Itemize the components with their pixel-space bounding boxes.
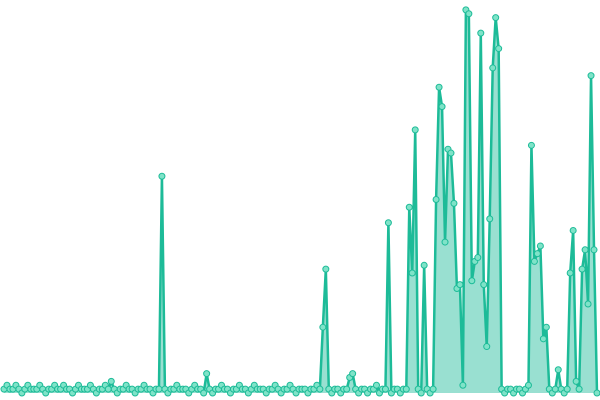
point bbox=[542, 323, 550, 331]
point bbox=[536, 242, 544, 250]
point bbox=[420, 261, 428, 269]
point bbox=[593, 389, 600, 397]
point bbox=[450, 199, 458, 207]
point bbox=[155, 385, 163, 393]
point bbox=[417, 389, 425, 397]
point bbox=[158, 172, 166, 180]
point bbox=[432, 196, 440, 203]
point bbox=[200, 389, 208, 397]
point bbox=[372, 381, 380, 389]
point bbox=[581, 246, 589, 254]
area bbox=[4, 9, 597, 394]
point bbox=[480, 281, 488, 289]
point bbox=[575, 385, 583, 393]
point bbox=[435, 83, 443, 91]
point bbox=[429, 385, 437, 393]
point bbox=[104, 385, 112, 393]
point bbox=[456, 281, 464, 289]
point bbox=[459, 381, 467, 389]
point bbox=[402, 385, 410, 393]
line bbox=[3, 8, 599, 395]
point bbox=[495, 45, 503, 53]
point bbox=[343, 385, 351, 393]
point bbox=[584, 300, 592, 308]
point bbox=[405, 203, 413, 211]
point bbox=[539, 335, 547, 343]
point bbox=[569, 226, 577, 234]
point bbox=[590, 246, 598, 254]
point bbox=[489, 64, 497, 72]
point bbox=[563, 385, 571, 393]
point bbox=[465, 10, 473, 18]
point bbox=[319, 323, 327, 331]
point bbox=[527, 141, 535, 149]
point bbox=[530, 257, 538, 265]
point bbox=[411, 126, 419, 134]
point bbox=[524, 381, 532, 389]
point bbox=[587, 72, 595, 80]
point bbox=[107, 377, 115, 385]
point bbox=[578, 265, 586, 273]
point bbox=[384, 219, 392, 227]
point bbox=[381, 385, 389, 393]
point bbox=[447, 149, 455, 157]
point bbox=[566, 269, 574, 277]
point bbox=[316, 385, 324, 393]
point bbox=[441, 238, 449, 246]
point bbox=[554, 366, 562, 374]
point bbox=[483, 343, 491, 351]
point bbox=[468, 277, 476, 285]
point bbox=[477, 29, 485, 37]
point bbox=[551, 385, 559, 393]
point bbox=[438, 103, 446, 111]
point bbox=[486, 215, 494, 223]
point bbox=[408, 269, 416, 277]
point bbox=[492, 14, 500, 22]
point bbox=[322, 265, 330, 273]
point bbox=[474, 254, 482, 262]
point bbox=[203, 370, 211, 378]
point bbox=[533, 250, 541, 258]
point bbox=[349, 370, 357, 378]
point bbox=[572, 377, 580, 385]
